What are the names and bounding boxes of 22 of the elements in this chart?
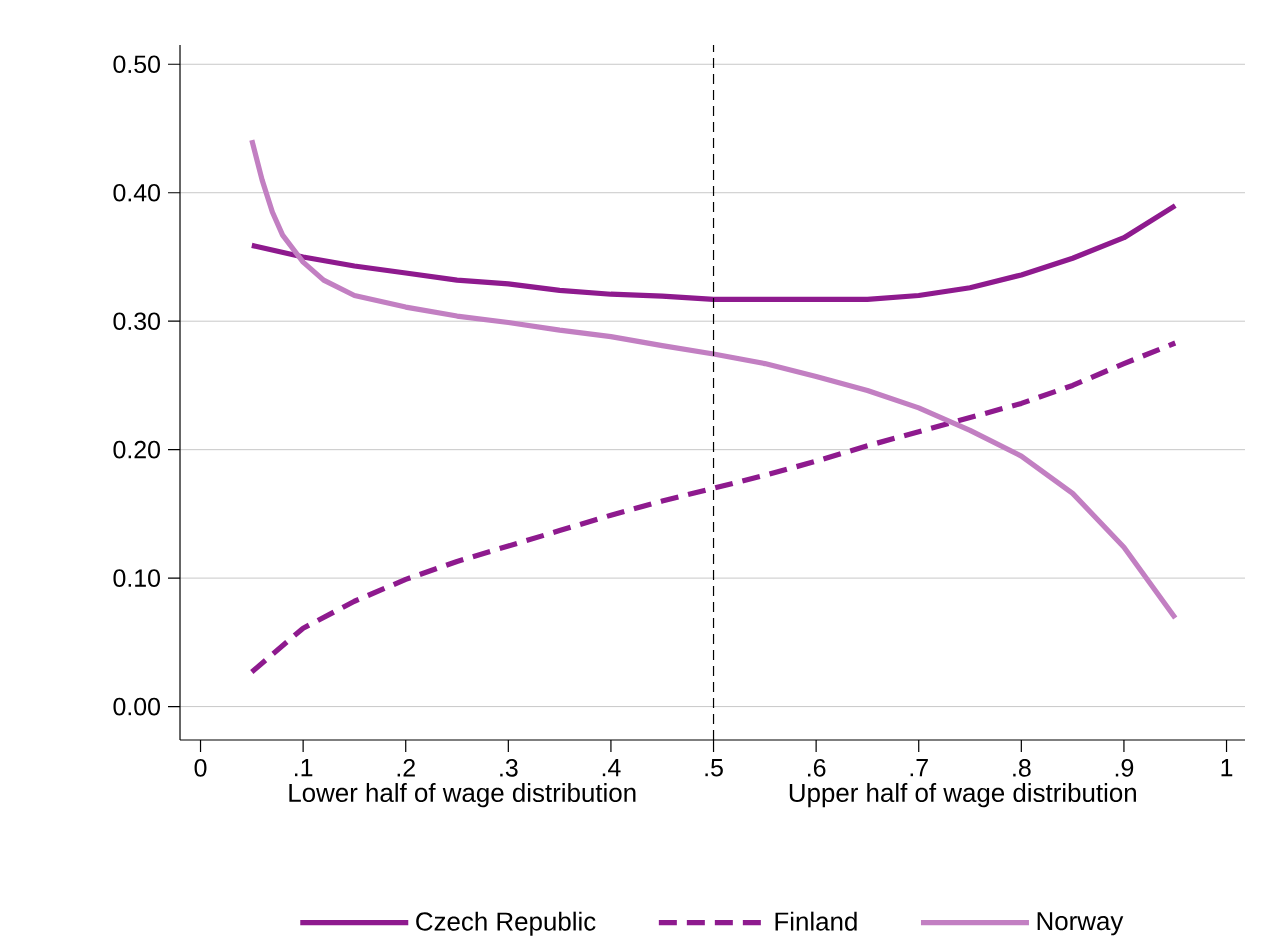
y-tick-label: 0.10 [113,569,160,587]
x-tick-label: .7 [910,758,928,776]
y-tick-label: 0.20 [113,440,160,459]
x-tick-label: .2 [397,758,415,777]
x-tick-label: .3 [500,758,518,777]
y-tick-label: 0.00 [113,697,160,716]
x-tick-label: .6 [808,758,826,777]
legend-label: Finland [775,911,857,931]
x-tick-label: .4 [602,758,621,776]
y-tick-label: 0.40 [113,183,160,202]
y-tick-label: 0.50 [113,55,160,73]
legend-label: Norway [1037,911,1124,936]
x-tick-label: .1 [295,758,313,776]
x-tick-label: 0 [194,758,207,777]
text: Upper half of wage distribution [789,782,1136,807]
legend-label: Czech Republic [416,911,596,936]
x-tick-label: .5 [705,758,723,777]
x-tick-label: .9 [1115,758,1134,777]
x-tick-label: 1 [1221,758,1233,776]
x-tick-label: .8 [1013,758,1031,777]
text: Lower half of wage distribution [289,782,636,807]
y-tick-label: 0.30 [113,312,160,330]
